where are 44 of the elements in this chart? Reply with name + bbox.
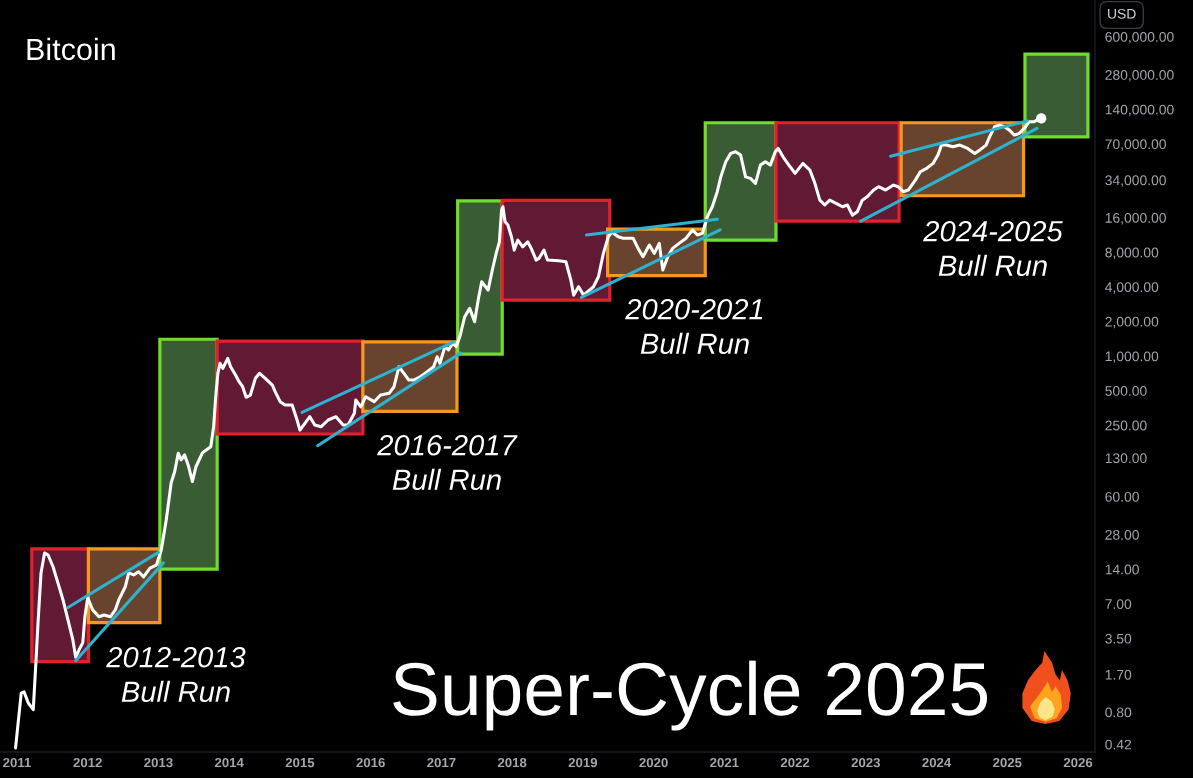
annotation: Super-Cycle 2025 — [393, 660, 988, 731]
y-tick-label: 140,000.00 — [1105, 104, 1174, 117]
x-tick-label: 2011 — [3, 757, 31, 768]
x-tick-label: 2023 — [851, 757, 881, 768]
y-tick-label: 34,000.00 — [1105, 175, 1166, 187]
x-tick-label: 2021 — [710, 757, 739, 768]
y-tick-label: 0.42 — [1105, 739, 1132, 750]
x-tick-label: 2018 — [497, 757, 527, 768]
text: Bitcoin — [27, 37, 115, 61]
y-tick-label: 0.80 — [1105, 707, 1132, 718]
annotation: 2012-2013 Bull Run — [106, 646, 246, 703]
y-tick-label: 3.50 — [1105, 633, 1132, 644]
y-axis-title: USD — [1108, 8, 1136, 19]
y-tick-label: 280,000.00 — [1105, 70, 1174, 82]
y-tick-label: 14.00 — [1105, 564, 1139, 575]
x-tick-label: 2025 — [993, 757, 1022, 768]
x-tick-label: 2014 — [214, 757, 244, 768]
y-tick-label: 2,000.00 — [1105, 316, 1159, 329]
y-tick-label: 8,000.00 — [1105, 247, 1159, 260]
x-tick-label: 2017 — [427, 757, 456, 768]
x-tick-label: 2022 — [780, 757, 810, 768]
annotation: 2020-2021 Bull Run — [625, 298, 763, 355]
x-tick-label: 2026 — [1063, 757, 1093, 768]
x-tick-label: 2015 — [285, 757, 315, 768]
y-tick-label: 60.00 — [1105, 491, 1139, 502]
y-tick-label: 4,000.00 — [1105, 282, 1159, 294]
y-tick-label: 600,000.00 — [1105, 31, 1174, 44]
x-tick-label: 2012 — [73, 757, 102, 768]
y-tick-label: 1.70 — [1105, 669, 1132, 680]
annotation: 2016-2017 Bull Run — [377, 434, 518, 491]
y-tick-label: 16,000.00 — [1105, 212, 1166, 225]
x-tick-label: 2019 — [568, 757, 598, 768]
y-tick-label: 28.00 — [1105, 529, 1139, 540]
y-tick-label: 1,000.00 — [1105, 351, 1159, 363]
y-tick-label: 250.00 — [1105, 420, 1147, 431]
x-tick-label: 2013 — [144, 757, 173, 768]
x-tick-label: 2020 — [639, 757, 668, 768]
x-tick-label: 2016 — [356, 757, 385, 768]
x-tick-label: 2024 — [922, 757, 952, 768]
annotation: 2024-2025 Bull Run — [923, 220, 1063, 277]
y-tick-label: 130.00 — [1105, 453, 1147, 464]
y-tick-label: 70,000.00 — [1105, 139, 1166, 151]
y-tick-label: 7.00 — [1105, 599, 1132, 609]
y-tick-label: 500.00 — [1105, 386, 1147, 396]
